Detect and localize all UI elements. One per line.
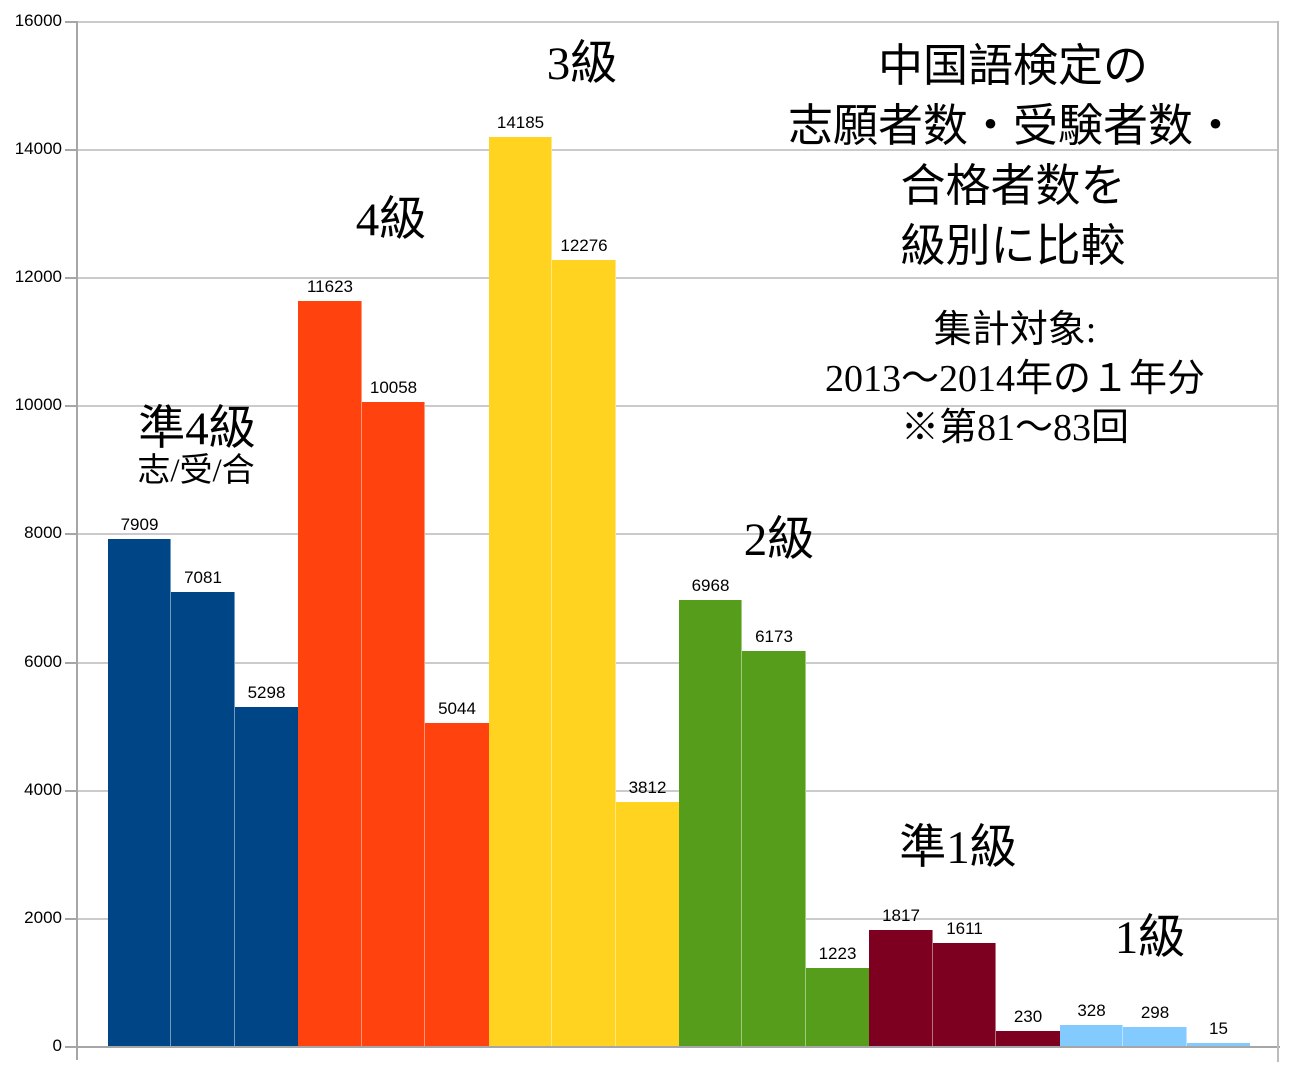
bar-value-label: 3812 [628, 778, 667, 797]
bar-value-label: 328 [1077, 1001, 1106, 1020]
bar-準1級-合格者数 [996, 1031, 1060, 1046]
y-axis-tick [65, 918, 77, 920]
group-label-jun1kyu: 準1級 [899, 822, 1017, 874]
chart-title: 中国語検定の 志願者数・受験者数・ 合格者数を 級別に比較 [757, 36, 1269, 276]
bar-3級-志願者数 [489, 137, 552, 1046]
y-axis-tick-label: 0 [52, 1036, 62, 1055]
bar-1級-志願者数 [1060, 1025, 1123, 1046]
y-axis-line [76, 21, 78, 1060]
group-label-3kyu: 3級 [546, 38, 618, 90]
bar-value-label: 298 [1140, 1003, 1170, 1022]
bar-value-label: 1817 [882, 906, 920, 925]
bar-2級-受験者数 [742, 651, 806, 1046]
gridline [77, 662, 1278, 664]
bar-1級-合格者数 [1187, 1043, 1250, 1046]
bar-3級-合格者数 [616, 802, 679, 1046]
title-line: 級別に比較 [900, 221, 1126, 271]
bar-value-label: 6968 [691, 576, 730, 595]
title-line: 中国語検定の [877, 41, 1148, 91]
y-axis-tick [65, 662, 77, 664]
x-axis-line [65, 1046, 1280, 1048]
subtitle-line: 集計対象: [933, 309, 1097, 351]
y-axis-tick-label: 8000 [24, 523, 62, 542]
gridline [77, 533, 1278, 535]
bar-value-label: 10058 [369, 378, 418, 397]
bar-3級-受験者数 [552, 260, 616, 1046]
bar-4級-受験者数 [362, 402, 425, 1046]
group-label-1kyu: 1級 [1114, 912, 1186, 964]
y-axis-tick [65, 790, 77, 792]
bar-value-label: 7909 [120, 515, 159, 534]
y-axis-tick [65, 21, 77, 23]
bar-value-label: 5298 [247, 683, 286, 702]
bar-準4級-合格者数 [235, 707, 298, 1046]
bar-2級-合格者数 [806, 968, 869, 1046]
y-axis-tick-label: 4000 [24, 780, 62, 799]
y-axis-tick-label: 2000 [24, 908, 62, 927]
bar-4級-志願者数 [298, 301, 362, 1046]
y-axis-tick-label: 14000 [14, 139, 62, 158]
y-axis-tick-label: 10000 [14, 395, 62, 414]
gridline [77, 790, 1278, 792]
gridline [77, 405, 1278, 407]
bar-1級-受験者数 [1123, 1027, 1187, 1046]
bar-value-label: 1223 [818, 944, 857, 963]
chart-subtitle: 集計対象: 2013〜2014年の１年分 ※第81〜83回 [762, 306, 1268, 453]
subtitle-line: ※第81〜83回 [900, 407, 1129, 449]
series-key-label: 志/受/合 [137, 453, 255, 489]
y-axis-tick [65, 405, 77, 407]
bar-value-label: 5044 [438, 699, 476, 718]
y-axis-tick-label: 16000 [14, 11, 62, 30]
plot-right-border [1277, 21, 1279, 1062]
bar-準1級-志願者数 [869, 930, 933, 1046]
y-axis-tick [65, 149, 77, 151]
bar-value-label: 7081 [184, 568, 222, 587]
title-line: 志願者数・受験者数・ [787, 101, 1238, 151]
bar-value-label: 6173 [755, 627, 793, 646]
bar-準1級-受験者数 [933, 943, 996, 1046]
y-axis-tick [65, 533, 77, 535]
bar-value-label: 230 [1013, 1007, 1043, 1026]
bar-value-label: 11623 [306, 277, 353, 296]
group-label-4kyu: 4級 [355, 194, 427, 246]
bar-4級-合格者数 [425, 723, 489, 1046]
y-axis-tick-label: 12000 [14, 267, 62, 286]
bar-value-label: 1611 [946, 919, 983, 938]
subtitle-line: 2013〜2014年の１年分 [824, 358, 1205, 400]
gridline [77, 149, 1278, 151]
bar-2級-志願者数 [679, 600, 742, 1046]
y-axis-tick-label: 6000 [24, 652, 62, 671]
y-axis-tick [65, 277, 77, 279]
group-label-jun4kyu: 準4級 [138, 403, 256, 455]
gridline [77, 277, 1278, 279]
title-line: 合格者数を [900, 161, 1126, 211]
bar-value-label: 14185 [496, 113, 545, 132]
group-label-2kyu: 2級 [743, 514, 815, 566]
bar-value-label: 15 [1209, 1019, 1228, 1038]
gridline [77, 21, 1278, 23]
bar-準4級-受験者数 [171, 592, 235, 1046]
bar-準4級-志願者数 [108, 539, 171, 1046]
bar-value-label: 12276 [560, 236, 608, 255]
